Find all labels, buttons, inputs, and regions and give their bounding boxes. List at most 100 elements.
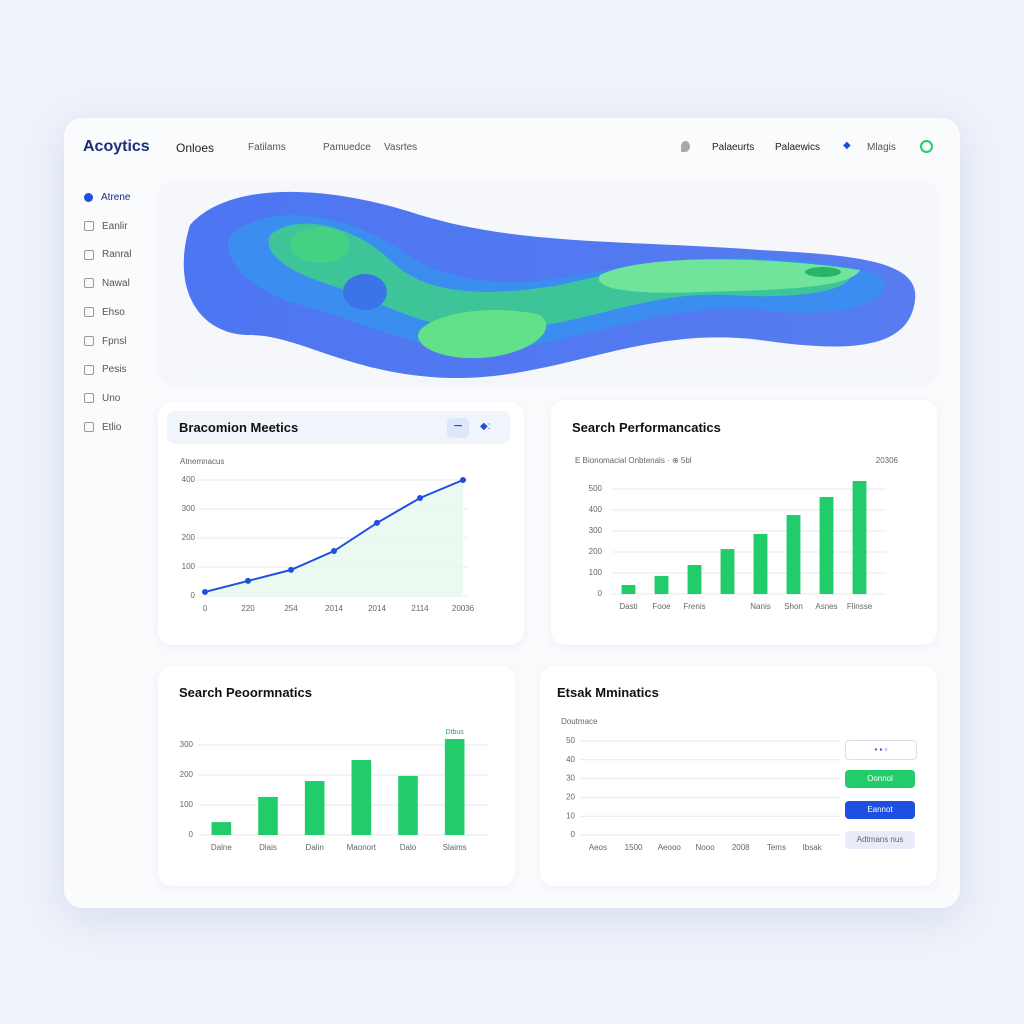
nav-item[interactable]: Fatilams bbox=[248, 142, 286, 153]
refresh-icon[interactable] bbox=[920, 140, 933, 153]
sidebar-item[interactable]: Eanlir bbox=[84, 221, 128, 232]
bar bbox=[654, 575, 669, 594]
point bbox=[202, 588, 208, 595]
bar bbox=[304, 781, 325, 835]
chart-title: Etsak Mminatics bbox=[557, 685, 659, 700]
bar bbox=[351, 760, 372, 835]
icon bbox=[84, 192, 93, 202]
sidebar-item[interactable]: Nawal bbox=[84, 278, 130, 289]
y-tick-label: 0 bbox=[189, 830, 194, 839]
y-tick-label: 200 bbox=[589, 547, 603, 556]
x-tick-label: 1500 bbox=[625, 843, 643, 852]
x-tick-label: 2008 bbox=[732, 843, 750, 852]
icon bbox=[84, 421, 94, 432]
nav-item[interactable]: Palaewics bbox=[775, 142, 821, 153]
x-tick-label: 20036 bbox=[452, 604, 475, 613]
icon bbox=[84, 249, 94, 260]
heatmap bbox=[183, 191, 916, 379]
dropdown[interactable]: • ▪ ▫ bbox=[845, 740, 917, 760]
x-tick-label: Dlais bbox=[259, 843, 277, 852]
chart-title: Search Performancatics bbox=[572, 420, 721, 435]
annotation: Dtbus bbox=[446, 729, 465, 736]
chart-title: Search Peoormnatics bbox=[179, 685, 312, 700]
nav-item[interactable]: Palaeurts bbox=[712, 142, 755, 153]
x-tick-label: Slaims bbox=[443, 843, 467, 852]
y-tick-label: 500 bbox=[589, 484, 603, 493]
button[interactable]: Oonnol bbox=[845, 770, 915, 788]
icon[interactable]: ◆ bbox=[843, 140, 851, 151]
sidebar-item[interactable]: Etlio bbox=[84, 422, 121, 433]
label: Atrene bbox=[101, 192, 131, 203]
y-tick-label: 200 bbox=[180, 770, 194, 779]
sidebar-item[interactable]: Ranral bbox=[84, 249, 131, 260]
point bbox=[245, 577, 251, 584]
label: Uno bbox=[102, 392, 121, 404]
x-tick-label: 2014 bbox=[325, 604, 343, 613]
x-tick-label: 254 bbox=[284, 604, 298, 613]
y-tick-label: 0 bbox=[598, 589, 603, 598]
bar bbox=[819, 496, 834, 594]
card bbox=[551, 400, 937, 645]
bar bbox=[258, 796, 278, 835]
label: Pesis bbox=[102, 364, 127, 376]
icon-button[interactable]: ◆: bbox=[480, 421, 491, 432]
button[interactable]: Eannot bbox=[845, 801, 915, 819]
x-tick-label: Fooe bbox=[652, 602, 671, 611]
icon bbox=[84, 335, 94, 346]
x-tick-label: Aeos bbox=[589, 843, 607, 852]
nav-item[interactable]: Vasrtes bbox=[384, 142, 418, 153]
y-tick-label: 100 bbox=[180, 800, 194, 809]
bar bbox=[211, 822, 232, 835]
nav-item[interactable]: Pamuedce bbox=[323, 142, 371, 153]
x-tick-label: Dalne bbox=[211, 843, 232, 852]
chart-note: 20306 bbox=[876, 456, 899, 465]
x-tick-label: Dasti bbox=[619, 602, 637, 611]
bar bbox=[444, 739, 465, 835]
collapse-button[interactable]: − bbox=[447, 418, 469, 438]
label: Ranral bbox=[102, 249, 132, 261]
icon bbox=[84, 364, 94, 375]
sidebar-item[interactable]: Uno bbox=[84, 393, 120, 404]
sidebar-item[interactable]: Pesis bbox=[84, 364, 126, 375]
x-tick-label: Nanis bbox=[750, 602, 770, 611]
point bbox=[331, 548, 337, 555]
x-tick-label: Aeooo bbox=[658, 843, 682, 852]
chart-subtitle: E Bionomacial Onbtenals · ⊕ 5bl bbox=[575, 456, 692, 465]
y-tick-label: 100 bbox=[182, 562, 196, 571]
logo[interactable]: Acoytics bbox=[83, 138, 150, 155]
point bbox=[288, 566, 294, 573]
x-tick-label: 2014 bbox=[368, 604, 386, 613]
y-tick-label: 300 bbox=[180, 740, 194, 749]
sidebar-item[interactable]: Atrene bbox=[84, 192, 130, 203]
y-tick-label: 200 bbox=[182, 533, 196, 542]
y-tick-label: 400 bbox=[589, 505, 603, 514]
button[interactable]: Adtmans nus bbox=[845, 831, 915, 849]
point bbox=[374, 519, 380, 526]
bar bbox=[621, 584, 636, 594]
x-tick-label: Shon bbox=[784, 602, 803, 611]
bar bbox=[687, 565, 702, 594]
bar bbox=[852, 481, 867, 594]
sidebar-item[interactable]: Ehso bbox=[84, 307, 125, 318]
label: Ehso bbox=[102, 306, 125, 318]
nav-item[interactable]: Onloes bbox=[176, 141, 215, 155]
x-tick-label: 0 bbox=[203, 604, 208, 613]
x-tick-label: Tems bbox=[767, 843, 786, 852]
x-tick-label: Ibsak bbox=[803, 843, 823, 852]
area bbox=[205, 480, 463, 596]
nav-item[interactable]: Mlagis bbox=[867, 142, 896, 153]
icon bbox=[84, 278, 94, 289]
x-tick-label: Nooo bbox=[695, 843, 715, 852]
y-tick-label: 400 bbox=[182, 475, 196, 484]
y-tick-label: 50 bbox=[566, 736, 575, 745]
y-tick-label: 20 bbox=[566, 793, 575, 802]
x-tick-label: Flinsse bbox=[847, 602, 873, 611]
label: Eanlir bbox=[102, 220, 128, 232]
sidebar-item[interactable]: Fpnsl bbox=[84, 336, 126, 347]
bar bbox=[786, 515, 801, 594]
icon[interactable] bbox=[681, 141, 690, 152]
label: Etlio bbox=[102, 421, 122, 433]
x-tick-label: Dalin bbox=[306, 843, 324, 852]
